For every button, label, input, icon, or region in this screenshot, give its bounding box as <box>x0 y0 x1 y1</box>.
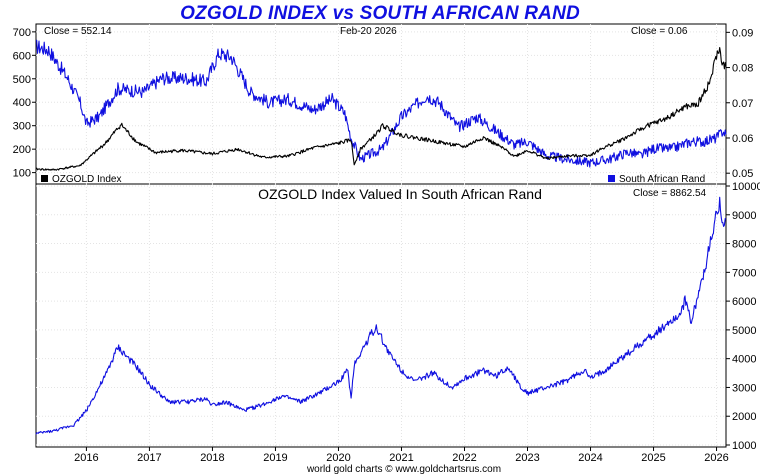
x-tick-label: 2016 <box>74 452 98 464</box>
series-line-ozgold-index <box>35 47 727 171</box>
right-tick-label: 7000 <box>732 267 756 279</box>
right-tick-label: 0.06 <box>732 133 753 145</box>
right-tick-label: 3000 <box>732 382 756 394</box>
x-tick-label: 2018 <box>200 452 224 464</box>
legend-swatch-ozgold <box>41 175 48 182</box>
left-tick-label: 100 <box>13 168 31 180</box>
x-tick-label: 2017 <box>137 452 161 464</box>
bottom-close-label: Close = 8862.54 <box>633 188 707 199</box>
x-tick-label: 2019 <box>263 452 287 464</box>
legend-label-ozgold: OZGOLD Index <box>52 174 121 185</box>
right-tick-label: 4000 <box>732 354 756 366</box>
series-line-south-african-rand <box>35 39 727 168</box>
right-tick-label: 1000 <box>732 440 756 452</box>
left-tick-label: 400 <box>13 97 31 109</box>
chart-title: OZGOLD INDEX vs SOUTH AFRICAN RAND <box>180 3 580 24</box>
right-tick-label: 0.08 <box>732 63 753 75</box>
x-tick-label: 2022 <box>452 452 476 464</box>
x-tick-label: 2024 <box>578 452 602 464</box>
top-panel-frame <box>35 23 727 185</box>
right-tick-label: 10000 <box>732 181 760 193</box>
legend-label-zar: South African Rand <box>619 174 705 185</box>
right-tick-label: 2000 <box>732 411 756 423</box>
left-tick-label: 200 <box>13 144 31 156</box>
series-line-ozgold-in-zar <box>35 196 727 435</box>
x-tick-label: 2021 <box>389 452 413 464</box>
right-tick-label: 8000 <box>732 239 756 251</box>
top-right-close-label: Close = 0.06 <box>631 26 688 37</box>
left-tick-label: 300 <box>13 121 31 133</box>
left-tick-label: 500 <box>13 74 31 86</box>
right-tick-label: 9000 <box>732 210 756 222</box>
top-left-close-label: Close = 552.14 <box>44 26 112 37</box>
x-tick-label: 2020 <box>326 452 350 464</box>
x-tick-label: 2023 <box>515 452 539 464</box>
legend-swatch-zar <box>608 175 615 182</box>
right-tick-label: 0.09 <box>732 27 753 39</box>
x-tick-label: 2026 <box>704 452 728 464</box>
right-tick-label: 6000 <box>732 296 756 308</box>
bottom-panel-title: OZGOLD Index Valued In South African Ran… <box>258 186 542 202</box>
right-tick-label: 0.07 <box>732 98 753 110</box>
footer-credit: world gold charts © www.goldchartsrus.co… <box>306 464 501 475</box>
bottom-panel-frame <box>35 183 727 448</box>
left-tick-label: 600 <box>13 50 31 62</box>
left-tick-label: 700 <box>13 27 31 39</box>
right-tick-label: 5000 <box>732 325 756 337</box>
x-tick-label: 2025 <box>641 452 665 464</box>
top-date-label: Feb-20 2026 <box>340 26 397 37</box>
right-tick-label: 0.05 <box>732 168 753 180</box>
